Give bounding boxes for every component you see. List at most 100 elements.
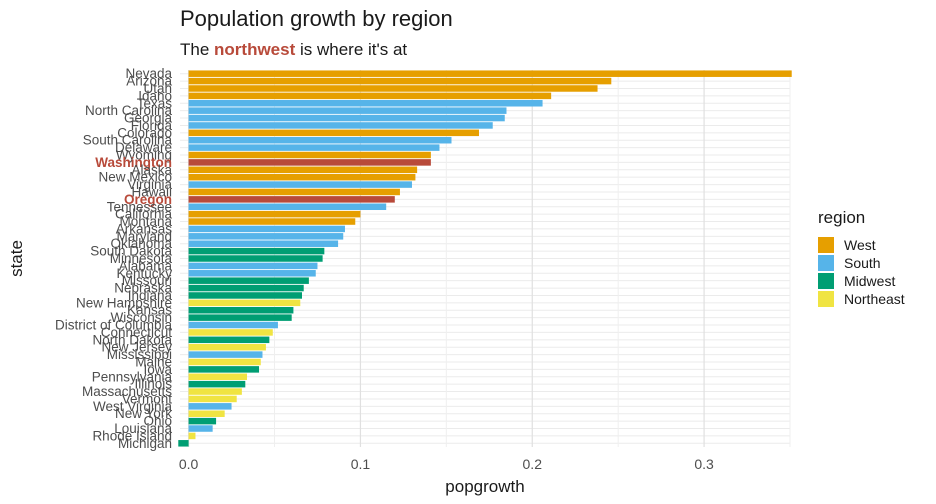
bar-new-hampshire	[188, 299, 301, 307]
legend-item-south: South	[818, 254, 905, 272]
x-tick-label: 0.1	[351, 456, 371, 472]
bar-new-york	[188, 410, 225, 417]
bar-georgia	[188, 114, 505, 122]
state-label-maine: Maine	[135, 354, 172, 369]
bar-tennessee	[188, 203, 387, 211]
bar-north-dakota	[188, 336, 270, 344]
bar-nebraska	[188, 284, 304, 292]
state-label-colorado: Colorado	[117, 125, 172, 140]
state-label-south-carolina: South Carolina	[83, 133, 173, 148]
state-label-alaska: Alaska	[131, 162, 172, 177]
legend-label: South	[844, 255, 881, 271]
bar-alaska	[188, 166, 418, 174]
legend-swatch	[818, 291, 834, 307]
state-label-district-of-columbia: District of Columbia	[55, 318, 173, 333]
bar-illinois	[188, 380, 246, 388]
legend-title: region	[818, 208, 866, 227]
bar-south-dakota	[188, 247, 325, 255]
bar-north-carolina	[188, 107, 507, 114]
x-axis-title: popgrowth	[445, 477, 524, 496]
state-label-washington: Washington	[95, 155, 172, 170]
bar-district-of-columbia	[188, 321, 278, 329]
state-label-nebraska: Nebraska	[114, 281, 172, 296]
bar-idaho	[188, 92, 552, 100]
state-label-minnesota: Minnesota	[110, 251, 173, 266]
state-label-indiana: Indiana	[128, 288, 173, 303]
bar-new-jersey	[188, 343, 266, 351]
state-label-new-mexico: New Mexico	[98, 170, 172, 185]
state-label-california: California	[115, 207, 173, 222]
bar-texas	[188, 100, 543, 107]
state-label-nevada: Nevada	[125, 66, 172, 81]
state-label-arkansas: Arkansas	[116, 221, 173, 236]
state-label-new-jersey: New Jersey	[101, 340, 172, 355]
bar-california	[188, 210, 361, 218]
state-label-michigan: Michigan	[118, 436, 172, 451]
bar-washington	[188, 159, 431, 166]
state-label-new-york: New York	[115, 406, 172, 421]
state-label-mississippi: Mississippi	[107, 347, 172, 362]
bar-west-virginia	[188, 403, 232, 410]
bar-iowa	[188, 366, 260, 373]
legend: region West South Midwest Northeast	[818, 208, 905, 308]
legend-item-midwest: Midwest	[818, 272, 905, 290]
state-label-louisiana: Louisiana	[114, 421, 172, 436]
bar-minnesota	[188, 255, 323, 262]
state-label-delaware: Delaware	[115, 140, 172, 155]
bar-indiana	[188, 292, 302, 299]
bar-virginia	[188, 181, 412, 188]
state-label-connecticut: Connecticut	[101, 325, 173, 340]
state-label-hawaii: Hawaii	[131, 184, 172, 199]
bar-massachusetts	[188, 388, 242, 395]
bar-mississippi	[188, 351, 263, 358]
legend-swatch	[818, 255, 834, 271]
bar-maryland	[188, 233, 344, 240]
state-label-illinois: Illinois	[134, 377, 172, 392]
bar-delaware	[188, 144, 440, 151]
state-label-tennessee: Tennessee	[107, 199, 172, 214]
state-label-ohio: Ohio	[143, 414, 172, 429]
bar-connecticut	[188, 329, 273, 336]
chart-title: Population growth by region	[180, 6, 453, 31]
legend-label: Midwest	[844, 273, 896, 289]
subtitle-highlight: northwest	[214, 40, 296, 59]
bar-rhode-island	[188, 432, 196, 440]
state-label-maryland: Maryland	[116, 229, 172, 244]
bar-ohio	[188, 417, 217, 425]
subtitle-suffix: is where it's at	[295, 40, 408, 59]
legend-swatch	[818, 237, 834, 253]
x-tick-label: 0.3	[694, 456, 714, 472]
bar-arizona	[188, 77, 612, 85]
state-label-oklahoma: Oklahoma	[110, 236, 172, 251]
state-label-north-carolina: North Carolina	[85, 103, 173, 118]
legend-swatch	[818, 273, 834, 289]
bar-oregon	[188, 196, 395, 203]
state-label-texas: Texas	[137, 96, 173, 111]
bar-utah	[188, 85, 598, 92]
state-label-vermont: Vermont	[122, 391, 173, 406]
x-tick-labels: 0.0 0.1 0.2 0.3	[179, 456, 714, 472]
state-label-wyoming: Wyoming	[116, 148, 172, 163]
state-label-pennsylvania: Pennsylvania	[92, 369, 173, 384]
state-label-rhode-island: Rhode Island	[92, 428, 172, 443]
bar-south-carolina	[188, 136, 452, 144]
y-axis-title: state	[7, 240, 26, 277]
state-label-iowa: Iowa	[143, 362, 172, 377]
bar-missouri	[188, 277, 309, 284]
state-label-virginia: Virginia	[127, 177, 172, 192]
bar-colorado	[188, 129, 479, 137]
state-label-west-virginia: West Virginia	[93, 399, 173, 414]
bar-hawaii	[188, 188, 400, 196]
state-label-new-hampshire: New Hampshire	[76, 295, 172, 310]
bar-new-mexico	[188, 173, 416, 181]
subtitle-prefix: The	[180, 40, 215, 59]
state-label-massachusetts: Massachusetts	[82, 384, 172, 399]
bar-wisconsin	[188, 314, 292, 321]
state-label-georgia: Georgia	[124, 111, 173, 126]
state-label-north-dakota: North Dakota	[92, 332, 172, 347]
state-label-montana: Montana	[119, 214, 172, 229]
state-label-florida: Florida	[131, 118, 173, 133]
state-label-utah: Utah	[143, 81, 172, 96]
legend-item-west: West	[818, 236, 905, 254]
